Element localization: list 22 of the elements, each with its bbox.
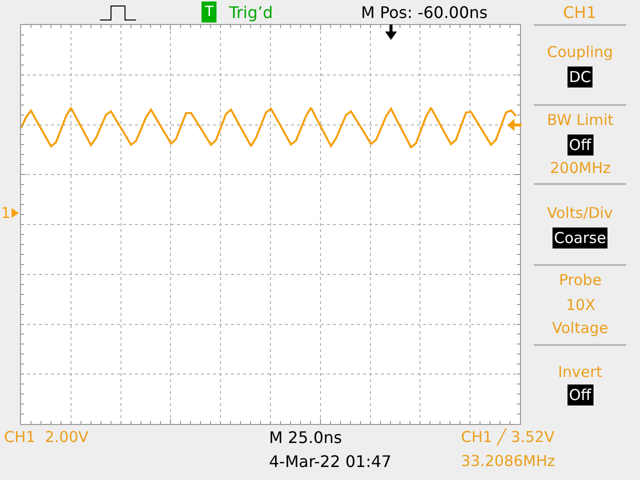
text: CH1 ╱ 3.52V <box>461 428 556 446</box>
text: CH1 2.00V <box>4 428 90 446</box>
text: Probe <box>559 271 602 289</box>
text: Voltage <box>552 319 608 337</box>
text: Off <box>569 386 592 404</box>
text: 33.2086MHz <box>461 452 556 470</box>
text: Off <box>569 136 592 154</box>
text: 200MHz <box>550 159 611 177</box>
text: Coupling <box>547 43 614 61</box>
text: DC <box>569 68 592 86</box>
text: 10X <box>566 296 596 314</box>
text: T <box>204 4 214 20</box>
text: 4-Mar-22 01:47 <box>269 452 392 471</box>
text: Invert <box>558 363 602 381</box>
text: Coarse <box>554 229 606 247</box>
text: CH1 <box>563 3 596 22</box>
text: Volts/Div <box>547 204 613 222</box>
text: M Pos: -60.00ns <box>361 3 488 22</box>
text: BW Limit <box>547 111 614 129</box>
text: Trig’d <box>228 3 273 22</box>
text: 1 <box>1 204 11 222</box>
text: M 25.0ns <box>269 428 342 447</box>
